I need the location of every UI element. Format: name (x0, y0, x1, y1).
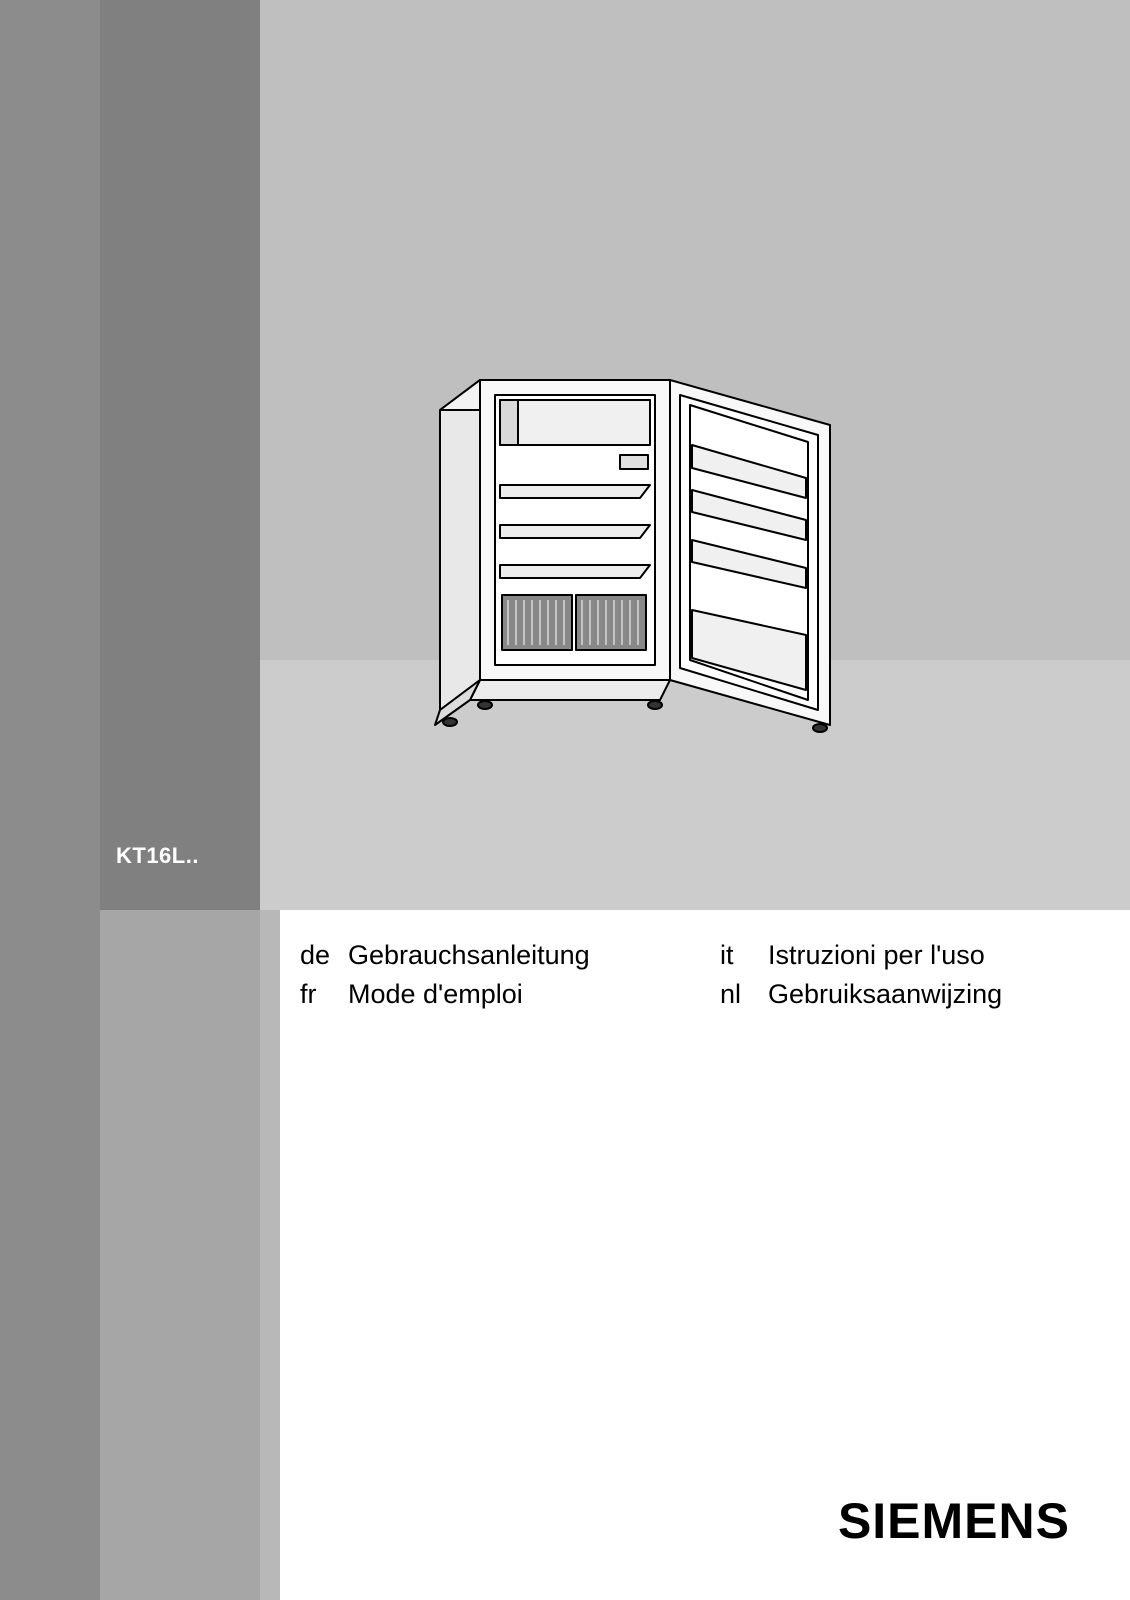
language-grid: de Gebrauchsanleitung it Istruzioni per … (300, 940, 1100, 1010)
lang-code: de (300, 940, 348, 971)
accent-vertical-bar (260, 910, 280, 1600)
lang-label: Gebruiksaanwijzing (768, 979, 1002, 1010)
lang-label: Gebrauchsanleitung (348, 940, 590, 971)
model-number: KT16L.. (116, 843, 199, 869)
lang-entry-de: de Gebrauchsanleitung (300, 940, 680, 971)
lang-entry-it: it Istruzioni per l'uso (720, 940, 1100, 971)
lang-label: Mode d'emploi (348, 979, 523, 1010)
lang-code: nl (720, 979, 768, 1010)
left-column-inner (100, 0, 260, 910)
lang-entry-fr: fr Mode d'emploi (300, 979, 680, 1010)
brand-logo: SIEMENS (838, 1492, 1070, 1550)
lang-entry-nl: nl Gebruiksaanwijzing (720, 979, 1100, 1010)
lang-code: fr (300, 979, 348, 1010)
language-list: de Gebrauchsanleitung it Istruzioni per … (300, 940, 1100, 1010)
left-column-lower (100, 910, 260, 1600)
left-column-outer (0, 0, 100, 1600)
lang-label: Istruzioni per l'uso (768, 940, 985, 971)
lang-code: it (720, 940, 768, 971)
refrigerator-illustration (400, 370, 920, 740)
manual-cover-page: KT16L.. (0, 0, 1130, 1600)
